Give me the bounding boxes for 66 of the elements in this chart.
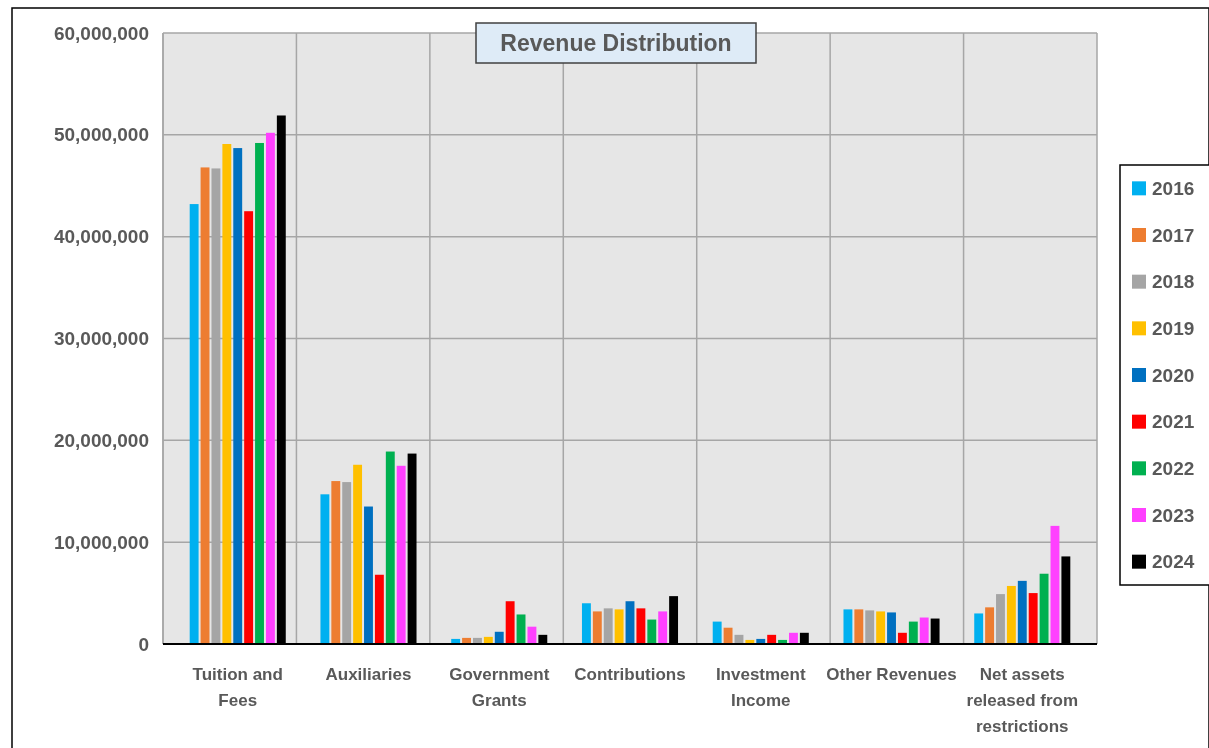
bar <box>255 142 264 644</box>
x-tick-label: Investment Income <box>715 665 806 710</box>
bar <box>636 608 646 644</box>
legend-label: 2021 <box>1152 411 1195 433</box>
bar <box>331 481 341 644</box>
x-tick-label: Net assets released from restrictions <box>966 665 1079 736</box>
bar <box>647 619 657 644</box>
bar <box>222 144 232 644</box>
legend-label: 2023 <box>1152 504 1195 526</box>
bar <box>843 609 853 644</box>
bar <box>505 601 515 644</box>
bar <box>581 603 591 644</box>
bar <box>189 204 199 644</box>
bar <box>592 611 602 644</box>
bar <box>985 607 995 644</box>
chart-title: Revenue Distribution <box>500 30 732 57</box>
bar <box>353 464 363 644</box>
bar <box>396 465 406 644</box>
y-tick-label: 60,000,000 <box>53 22 149 44</box>
bar <box>1017 580 1027 644</box>
y-tick-label: 30,000,000 <box>53 328 149 350</box>
bar <box>996 594 1005 644</box>
bar <box>374 574 384 644</box>
bar <box>974 613 984 644</box>
x-tick-label: Other Revenues <box>826 665 957 684</box>
bar <box>887 612 896 644</box>
legend-label: 2018 <box>1152 271 1195 293</box>
x-tick-label: Tuition and Fees <box>192 665 283 710</box>
legend-label: 2024 <box>1152 551 1195 573</box>
bar <box>200 167 210 644</box>
x-tick-label: Government Grants <box>449 665 550 710</box>
legend-label: 2019 <box>1152 317 1195 339</box>
bar <box>712 621 722 644</box>
bar <box>1039 573 1049 644</box>
y-tick-label: 40,000,000 <box>53 226 149 248</box>
x-tick-label: Auxiliaries <box>325 665 412 684</box>
bar <box>385 451 395 644</box>
bar <box>233 148 243 644</box>
bar <box>658 611 668 644</box>
bar <box>320 494 330 644</box>
y-tick-label: 10,000,000 <box>53 531 149 553</box>
bar <box>897 632 907 644</box>
x-tick-label: Contributions <box>574 665 686 684</box>
bar <box>265 132 275 644</box>
bar <box>527 626 537 644</box>
bar <box>865 610 875 644</box>
y-tick-label: 0 <box>138 633 149 655</box>
bar <box>603 608 613 644</box>
bar <box>1028 593 1038 644</box>
bar <box>789 632 798 644</box>
bar <box>876 611 886 644</box>
y-tick-label: 20,000,000 <box>53 429 149 451</box>
y-tick-label: 50,000,000 <box>53 124 149 146</box>
legend-label: 2016 <box>1152 177 1195 199</box>
bar <box>364 506 373 644</box>
bar <box>919 617 929 644</box>
legend-label: 2022 <box>1152 457 1195 479</box>
bar <box>723 627 733 644</box>
bar <box>1006 585 1016 644</box>
bar <box>908 621 918 644</box>
bar <box>854 609 864 644</box>
legend-label: 2017 <box>1152 224 1195 246</box>
legend-label: 2020 <box>1152 364 1195 386</box>
bar <box>494 631 504 644</box>
bar <box>244 211 254 644</box>
bar <box>614 609 624 644</box>
